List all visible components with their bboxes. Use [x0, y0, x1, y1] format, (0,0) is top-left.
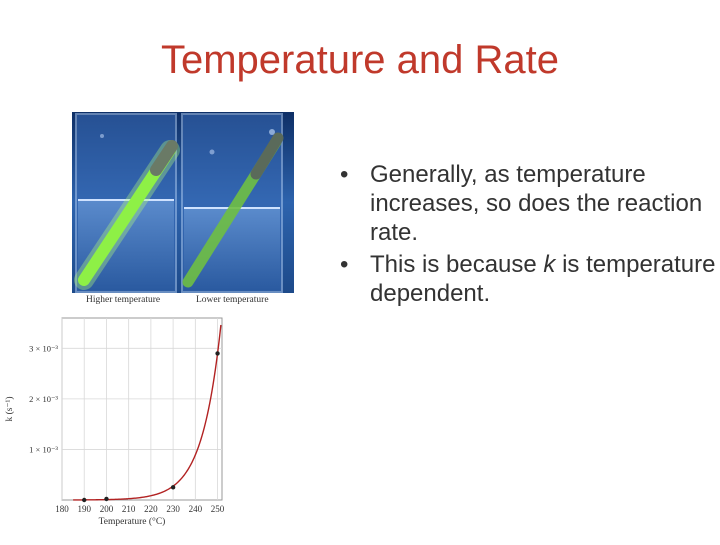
- x-axis-label: Temperature (°C): [99, 516, 166, 527]
- caption-lower-temperature: Lower temperature: [196, 295, 269, 305]
- x-tick-label: 230: [166, 504, 180, 514]
- bullet-2-text-post: is temperature dependent.: [370, 251, 716, 307]
- photo-captions: Higher temperature Lower temperature: [72, 295, 294, 309]
- y-tick-label: 1 × 10⁻³: [29, 444, 58, 454]
- rate-constant-chart-svg: 180 190 200 210 220 230 240 250 1 × 10⁻³ 2 × 10⁻³…: [4, 317, 225, 527]
- x-tick-label: 240: [189, 504, 203, 514]
- slide-title: Temperature and Rate: [160, 38, 559, 82]
- data-point: [104, 496, 109, 502]
- y-tick-label: 3 × 10⁻³: [29, 343, 58, 353]
- bullet-dot-icon: •: [340, 161, 349, 188]
- x-tick-label: 200: [100, 504, 114, 514]
- bullet-dot-icon: •: [340, 251, 349, 278]
- bullet-item-2: • This is because k is temperature depen…: [336, 250, 716, 308]
- bullet-list: • Generally, as temperature increases, s…: [336, 160, 716, 311]
- x-tick-label: 210: [122, 504, 136, 514]
- x-tick-label: 180: [55, 504, 69, 514]
- data-point: [82, 497, 87, 503]
- caption-higher-temperature: Higher temperature: [86, 295, 161, 305]
- bullet-1-text: Generally, as temperature increases, so …: [370, 161, 703, 246]
- x-tick-label: 220: [144, 504, 158, 514]
- glowstick-photo: [72, 112, 294, 293]
- bullet-item-1: • Generally, as temperature increases, s…: [336, 160, 716, 247]
- bullet-2-variable-k: k: [543, 251, 556, 278]
- x-tick-label: 250: [211, 504, 225, 514]
- y-axis-label: k (s⁻¹): [4, 396, 15, 421]
- data-point: [170, 485, 176, 490]
- x-tick-label: 190: [77, 504, 91, 514]
- rate-curve-line: [73, 324, 222, 501]
- glowstick-photo-image: [72, 112, 294, 293]
- rate-constant-chart: 180 190 200 210 220 230 240 250 1 × 10⁻³ 2 × 10⁻³…: [0, 312, 230, 540]
- plot-area: [61, 317, 223, 501]
- data-point: [215, 351, 220, 356]
- y-tick-label: 2 × 10⁻³: [29, 394, 58, 404]
- bullet-2-text-pre: This is because: [370, 251, 544, 278]
